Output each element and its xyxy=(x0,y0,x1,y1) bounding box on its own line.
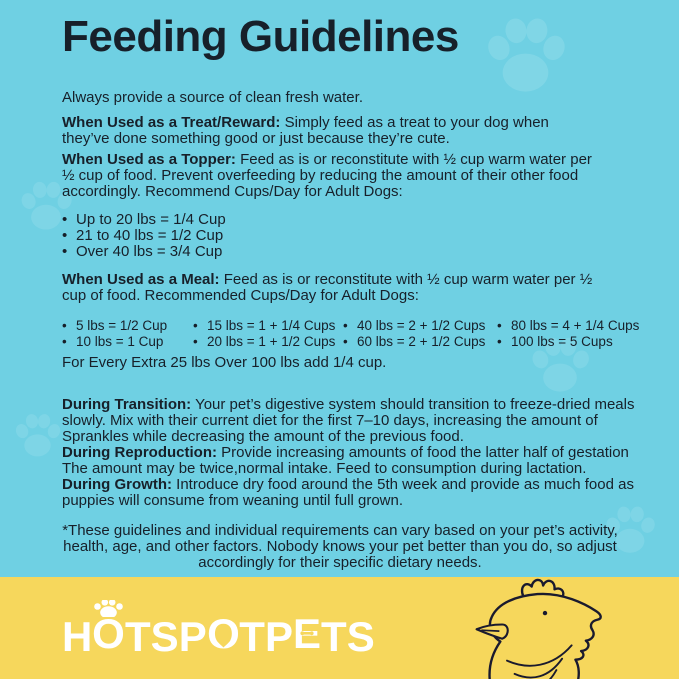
svg-text:O: O xyxy=(207,613,240,657)
svg-text:O: O xyxy=(92,613,125,657)
svg-text:E: E xyxy=(293,613,321,657)
